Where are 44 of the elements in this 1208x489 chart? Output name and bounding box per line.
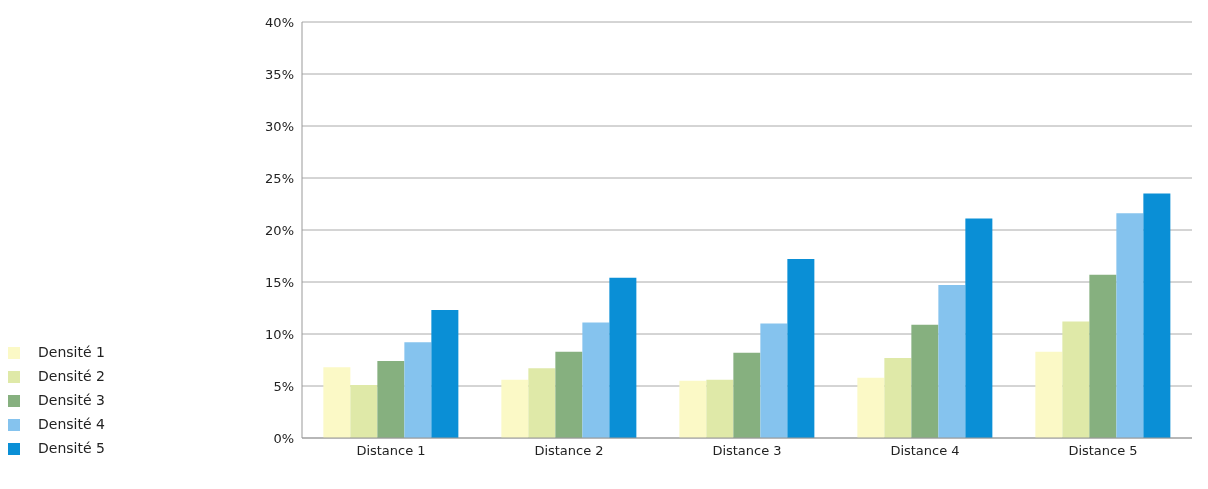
y-tick-label: 30% bbox=[265, 118, 294, 134]
bar bbox=[679, 380, 707, 438]
y-tick-label: 0% bbox=[273, 430, 294, 446]
bar bbox=[323, 367, 351, 438]
bar bbox=[609, 277, 637, 438]
y-tick-label: 5% bbox=[273, 378, 294, 394]
y-tick-label: 15% bbox=[265, 274, 294, 290]
legend-label: Densité 4 bbox=[38, 416, 105, 432]
bar bbox=[1143, 193, 1171, 438]
bar bbox=[884, 357, 912, 438]
bar bbox=[1089, 274, 1117, 438]
bar bbox=[1062, 321, 1090, 438]
bar bbox=[350, 384, 378, 438]
legend-label: Densité 2 bbox=[38, 368, 105, 384]
legend-label: Densité 5 bbox=[38, 440, 105, 456]
bar bbox=[733, 352, 761, 438]
x-tick-label: Distance 5 bbox=[1068, 443, 1138, 459]
x-tick-label: Distance 4 bbox=[890, 443, 960, 459]
bar bbox=[528, 368, 556, 438]
y-tick-label: 35% bbox=[265, 66, 294, 82]
bar bbox=[760, 323, 788, 438]
bar bbox=[787, 259, 815, 438]
y-tick-label: 40% bbox=[265, 14, 294, 30]
y-tick-label: 25% bbox=[265, 170, 294, 186]
bar bbox=[1035, 351, 1063, 438]
bar bbox=[1116, 213, 1144, 438]
bar bbox=[377, 361, 405, 438]
bar bbox=[857, 377, 885, 438]
x-tick-label: Distance 2 bbox=[534, 443, 604, 459]
y-tick-label: 10% bbox=[265, 326, 294, 342]
bar bbox=[404, 342, 432, 438]
bar bbox=[965, 218, 993, 438]
legend-label: Densité 3 bbox=[38, 392, 105, 408]
x-tick-label: Distance 3 bbox=[712, 443, 782, 459]
bar bbox=[501, 379, 529, 438]
bar bbox=[706, 379, 734, 438]
bar bbox=[938, 285, 966, 438]
y-tick-label: 20% bbox=[265, 222, 294, 238]
bar bbox=[911, 324, 939, 438]
bar bbox=[431, 310, 459, 438]
x-tick-label: Distance 1 bbox=[356, 443, 426, 459]
bar bbox=[555, 351, 583, 438]
bar bbox=[582, 322, 610, 438]
legend-label: Densité 1 bbox=[38, 344, 105, 360]
